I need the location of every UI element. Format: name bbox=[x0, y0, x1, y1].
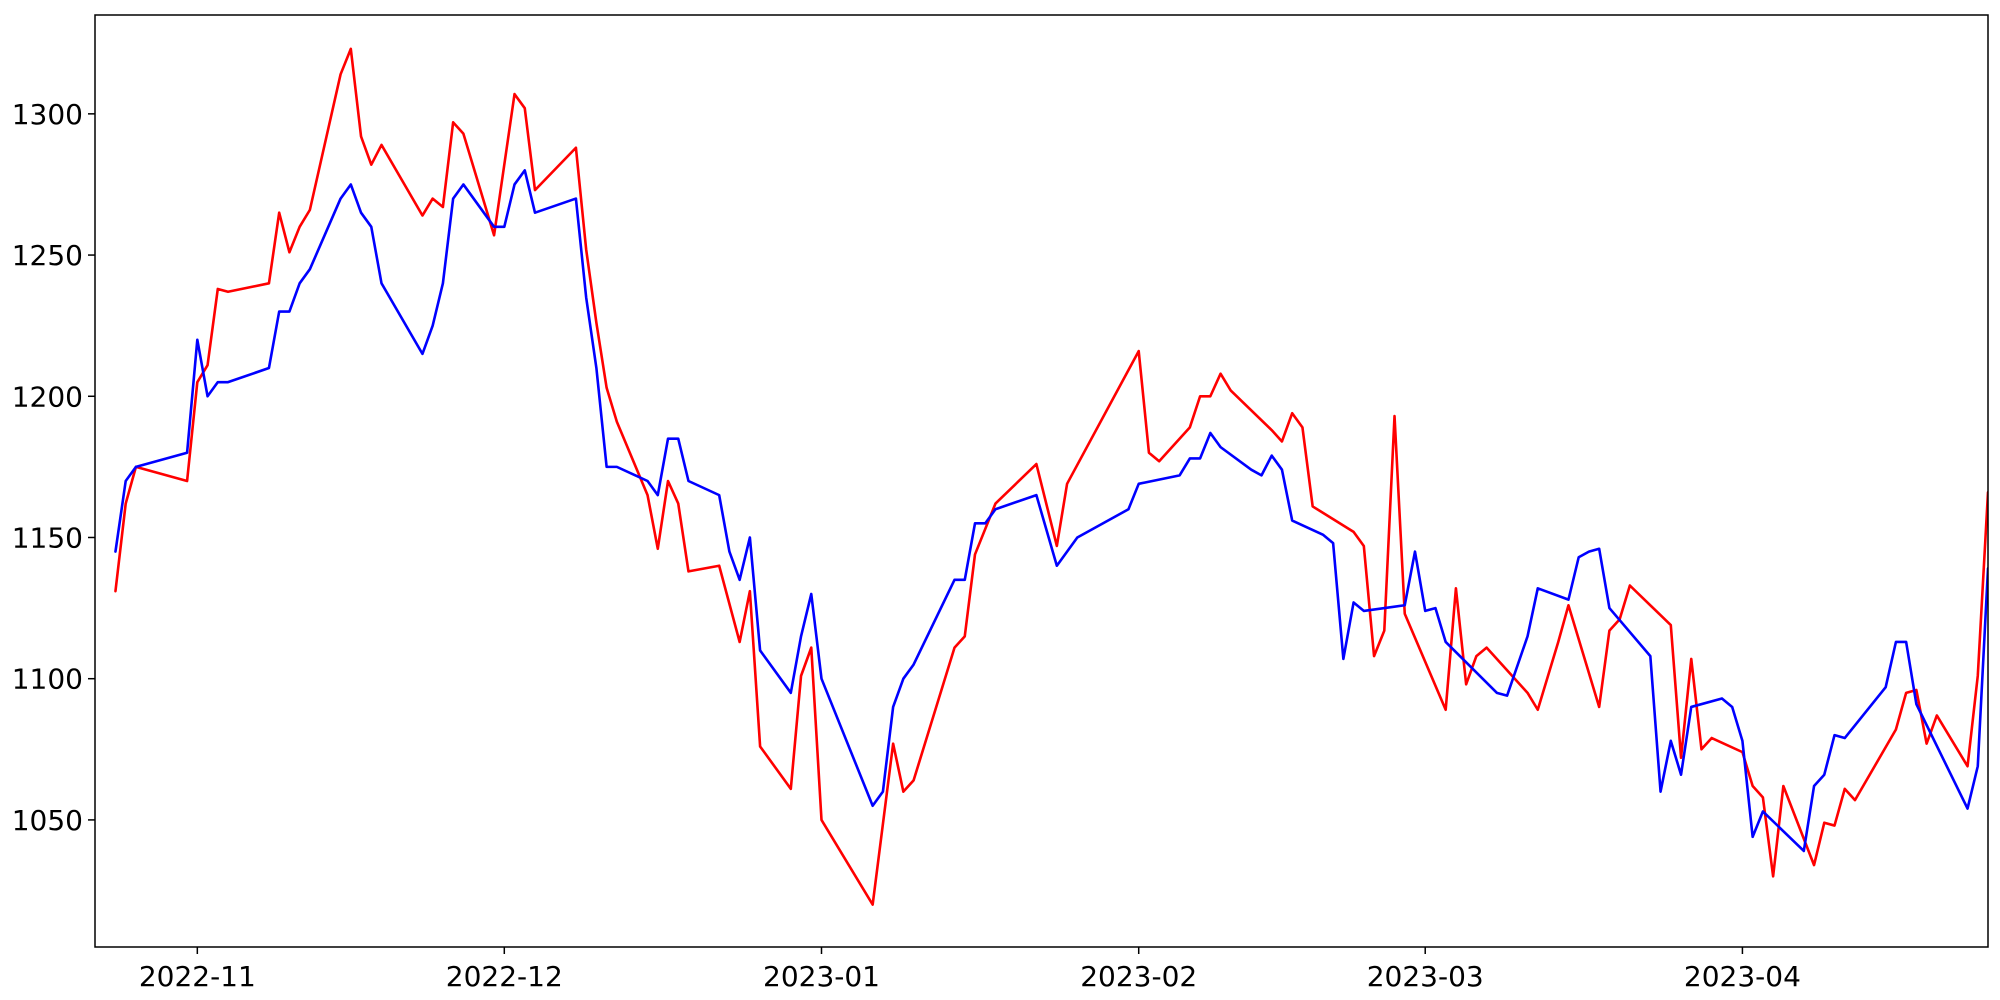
y-tick-label: 1250 bbox=[12, 239, 83, 272]
x-tick-label: 2022-12 bbox=[446, 960, 563, 993]
series-layer bbox=[114, 47, 1988, 906]
axes-frame bbox=[94, 14, 1989, 948]
series-line-1 bbox=[114, 47, 1988, 906]
y-tick-label: 1100 bbox=[12, 663, 83, 696]
y-tick-label: 1300 bbox=[12, 98, 83, 131]
y-tick-label: 1200 bbox=[12, 380, 83, 413]
y-axis-ticks: 1050 1100 1150 1200 1250 1300 bbox=[12, 98, 95, 837]
x-tick-label: 2022-11 bbox=[139, 960, 256, 993]
series-line-2 bbox=[114, 169, 1988, 853]
x-tick-label: 2023-01 bbox=[763, 960, 880, 993]
x-tick-label: 2023-02 bbox=[1080, 960, 1197, 993]
y-tick-label: 1150 bbox=[12, 521, 83, 554]
x-tick-label: 2023-03 bbox=[1367, 960, 1484, 993]
y-tick-label: 1050 bbox=[12, 804, 83, 837]
x-tick-label: 2023-04 bbox=[1684, 960, 1801, 993]
x-axis-ticks: 2022-11 2022-12 2023-01 2023-02 2023-03 2023-… bbox=[139, 947, 1801, 993]
